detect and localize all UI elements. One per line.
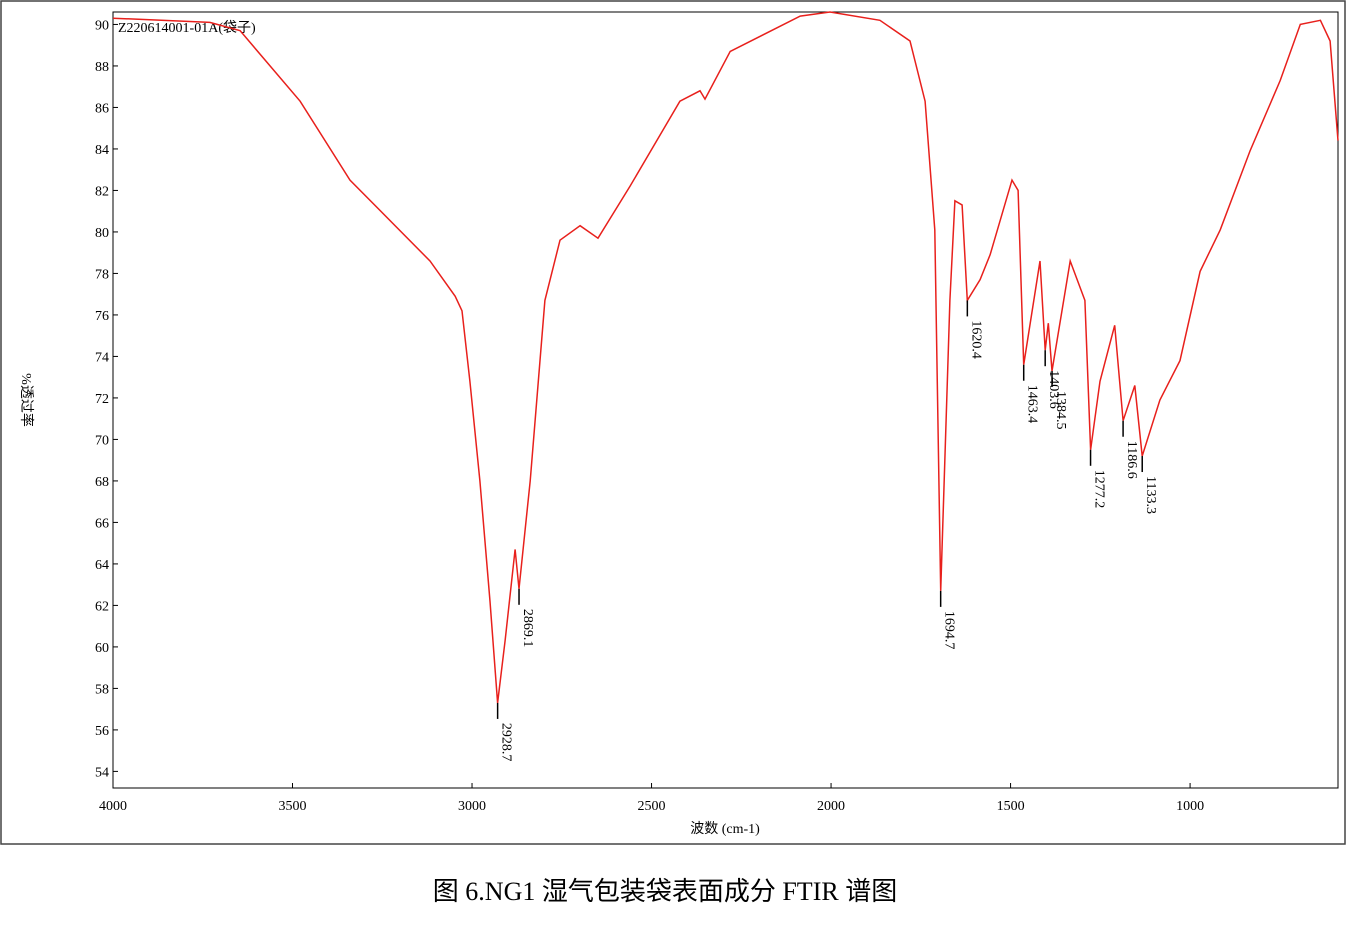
y-tick-label: 80 — [95, 226, 109, 241]
x-tick-label: 2000 — [817, 799, 845, 814]
peak-label: 1403.6 — [1046, 370, 1061, 409]
y-axis-label: %透过率 — [18, 373, 35, 427]
peak-label: 1694.7 — [942, 611, 957, 650]
peak-label: 1463.4 — [1025, 385, 1040, 424]
y-tick-label: 82 — [95, 184, 109, 199]
y-tick-label: 90 — [95, 18, 109, 33]
y-tick-label: 78 — [95, 267, 109, 282]
y-tick-label: 66 — [95, 516, 109, 531]
y-tick-label: 54 — [95, 765, 109, 780]
plot-area — [112, 11, 1339, 789]
x-tick-label: 1000 — [1176, 799, 1204, 814]
y-tick-label: 88 — [95, 60, 109, 75]
x-tick-label: 4000 — [99, 799, 127, 814]
peak-label: 2869.1 — [520, 609, 535, 648]
peak-label: 1277.2 — [1092, 470, 1107, 509]
x-tick-label: 2500 — [638, 799, 666, 814]
y-tick-label: 72 — [95, 392, 109, 407]
x-tick-label: 3500 — [279, 799, 307, 814]
y-tick-label: 58 — [95, 682, 109, 697]
y-tick-label: 84 — [95, 143, 109, 158]
peak-label: 1384.5 — [1053, 391, 1068, 430]
y-tick-label: 60 — [95, 641, 109, 656]
y-tick-label: 68 — [95, 475, 109, 490]
peak-label: 1133.3 — [1143, 476, 1158, 514]
y-tick-label: 74 — [95, 350, 109, 365]
series-name: Z220614001-01A(袋子) — [118, 20, 256, 36]
caption: 图 6.NG1 湿气包装袋表面成分 FTIR 谱图 — [433, 877, 897, 906]
y-tick-label: 64 — [95, 558, 109, 573]
peak-label: 1186.6 — [1124, 441, 1139, 479]
x-axis-label: 波数 (cm-1) — [690, 821, 760, 837]
peak-label: 1620.4 — [968, 320, 983, 359]
y-tick-label: 56 — [95, 724, 109, 739]
x-tick-label: 3000 — [458, 799, 486, 814]
y-tick-label: 76 — [95, 309, 109, 324]
y-tick-label: 62 — [95, 599, 109, 614]
y-tick-label: 70 — [95, 433, 109, 448]
chart-frame — [0, 0, 1346, 845]
x-tick-label: 1500 — [997, 799, 1025, 814]
y-tick-label: 86 — [95, 101, 109, 116]
peak-label: 2928.7 — [499, 723, 514, 762]
